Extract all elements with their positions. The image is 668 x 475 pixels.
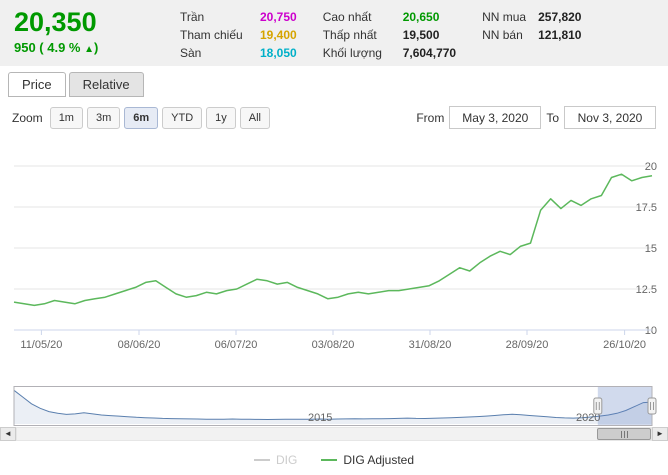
stat-ceiling: Trần 20,750: [180, 9, 297, 26]
stat-foreign-buy: NN mua 257,820: [482, 9, 581, 26]
scrollbar-left-arrow-icon[interactable]: ◄: [0, 427, 16, 441]
up-arrow-icon: ▲: [84, 44, 95, 55]
navigator-handle-left[interactable]: [593, 397, 603, 415]
range-button-6m[interactable]: 6m: [124, 106, 159, 129]
change-close: ): [94, 40, 99, 55]
stat-high-value: 20,650: [402, 10, 440, 24]
scrollbar-grip-icon: [620, 430, 628, 438]
navigator-area: [14, 390, 652, 424]
stats-limits-column: Trần 20,750 Tham chiếu 19,400 Sàn 18,050: [180, 7, 297, 62]
stat-high: Cao nhất 20,650: [323, 9, 456, 26]
navigator-axis-label: 2015: [308, 412, 332, 424]
scrollbar-track[interactable]: [16, 427, 652, 441]
y-axis-label: 10: [645, 325, 657, 337]
to-date-input[interactable]: [564, 106, 656, 129]
scrollbar-thumb[interactable]: [597, 428, 651, 440]
price-change: 950 ( 4.9 % ▲): [14, 40, 154, 55]
from-date-input[interactable]: [449, 106, 542, 129]
stat-volume-label: Khối lượng: [322, 46, 382, 60]
x-axis-label: 26/10/20: [603, 339, 646, 351]
stat-ceiling-value: 20,750: [260, 10, 297, 24]
navigator[interactable]: 2015 2020: [0, 386, 668, 426]
legend-item-dig-adjusted[interactable]: DIG Adjusted: [321, 453, 414, 467]
price-chart-svg: 10 12.5 15 17.5 20 11/05/20 08/06/20 06/07/20 03…: [13, 161, 657, 351]
stat-reference-label: Tham chiếu: [180, 28, 243, 42]
scrollbar[interactable]: ◄ ►: [0, 427, 668, 441]
to-label: To: [546, 110, 559, 125]
range-button-3m[interactable]: 3m: [86, 106, 121, 129]
stat-low-label: Thấp nhất: [322, 28, 377, 42]
legend-label-dig-adjusted: DIG Adjusted: [343, 453, 415, 467]
stat-foreign-buy-label: NN mua: [482, 10, 527, 24]
stat-floor-value: 18,050: [260, 46, 297, 60]
change-value: 950 ( 4.9 %: [14, 40, 81, 55]
stat-ceiling-label: Trần: [180, 10, 205, 24]
stat-low: Thấp nhất 19,500: [323, 27, 456, 44]
last-price: 20,350: [14, 7, 97, 37]
range-button-1m[interactable]: 1m: [49, 106, 83, 129]
y-axis-label: 20: [645, 161, 657, 173]
x-axis-label: 08/06/20: [118, 339, 161, 351]
view-tabs: Price Relative: [8, 72, 668, 97]
stat-volume: Khối lượng 7,604,770: [323, 45, 456, 62]
stat-floor: Sàn 18,050: [180, 45, 297, 62]
x-axis-label: 06/07/20: [215, 339, 258, 351]
stat-high-label: Cao nhất: [322, 10, 372, 24]
stat-floor-label: Sàn: [180, 46, 202, 60]
price-block: 20,350 950 ( 4.9 % ▲): [14, 7, 154, 55]
y-axis-label: 15: [645, 243, 657, 255]
tab-relative[interactable]: Relative: [68, 72, 144, 97]
stats-session-column: Cao nhất 20,650 Thấp nhất 19,500 Khối lư…: [323, 7, 456, 62]
range-toolbar: Zoom 1m 3m 6m YTD 1y All From To: [0, 97, 668, 136]
stat-foreign-sell-label: NN bán: [482, 28, 523, 42]
scrollbar-right-arrow-icon[interactable]: ►: [652, 427, 668, 441]
legend-line-icon: [253, 459, 270, 461]
stat-low-value: 19,500: [402, 28, 440, 42]
stat-foreign-sell: NN bán 121,810: [482, 27, 581, 44]
range-button-1y[interactable]: 1y: [206, 106, 236, 129]
y-axis-label: 12.5: [636, 284, 657, 296]
x-axis-label: 11/05/20: [20, 339, 62, 351]
navigator-handle-right[interactable]: [647, 397, 657, 415]
stat-reference: Tham chiếu 19,400: [180, 27, 297, 44]
navigator-svg[interactable]: 2015 2020: [0, 386, 668, 426]
legend-item-dig[interactable]: DIG: [253, 453, 298, 467]
stat-foreign-buy-value: 257,820: [538, 10, 582, 24]
y-axis-label: 17.5: [636, 202, 657, 214]
date-range: From To: [416, 106, 656, 129]
range-button-all[interactable]: All: [239, 106, 271, 129]
stat-volume-value: 7,604,770: [402, 46, 457, 60]
navigator-line: [13, 389, 653, 421]
legend-line-icon: [321, 459, 338, 461]
stat-foreign-sell-value: 121,810: [538, 28, 582, 42]
navigator-selection[interactable]: [597, 387, 652, 425]
from-label: From: [416, 110, 445, 125]
x-axis-label: 28/09/20: [506, 339, 549, 351]
price-series-line: [13, 173, 653, 307]
legend-label-dig: DIG: [275, 453, 298, 467]
quote-header: 20,350 950 ( 4.9 % ▲) Trần 20,750 Tham c…: [0, 0, 668, 66]
navigator-axis-label: 2020: [576, 412, 600, 424]
stat-reference-value: 19,400: [260, 28, 297, 42]
x-axis-label: 31/08/20: [409, 339, 452, 351]
range-button-ytd[interactable]: YTD: [162, 106, 203, 129]
zoom-label: Zoom: [12, 110, 43, 125]
chart-legend: DIG DIG Adjusted: [0, 453, 668, 467]
stats-foreign-column: NN mua 257,820 NN bán 121,810: [482, 7, 581, 44]
tab-price[interactable]: Price: [8, 72, 66, 97]
price-chart: 10 12.5 15 17.5 20 11/05/20 08/06/20 06/07/20 03…: [0, 138, 668, 356]
x-axis-label: 03/08/20: [312, 339, 355, 351]
